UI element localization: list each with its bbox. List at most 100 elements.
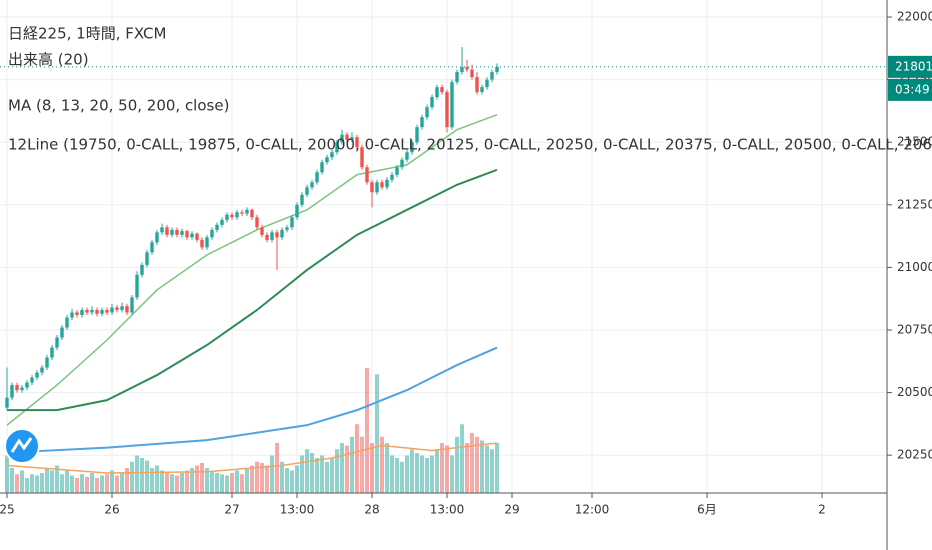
volume-bar <box>55 465 59 493</box>
ma-line <box>6 113 498 426</box>
candle-body <box>305 187 309 195</box>
volume-bar <box>250 465 254 493</box>
volume-bar <box>110 470 114 493</box>
volume-bar <box>145 460 149 493</box>
candle-body <box>475 77 479 93</box>
candle-body <box>395 167 399 175</box>
candle-body <box>225 214 229 220</box>
candle-body <box>295 204 299 218</box>
volume-bar <box>400 461 404 493</box>
candle-body <box>425 107 429 118</box>
volume-bar <box>90 473 94 493</box>
axes: 2025020500207502100021250215002175022000… <box>0 10 932 517</box>
y-tick-label: 21250 <box>897 197 932 211</box>
candle-body <box>100 309 104 314</box>
y-tick-label: 20500 <box>897 385 932 399</box>
candle-body <box>205 237 209 248</box>
candle-body <box>5 397 9 408</box>
volume-bar <box>425 458 429 493</box>
candle-body <box>270 232 274 240</box>
volume-bar <box>225 475 229 493</box>
logo[interactable] <box>4 428 40 464</box>
volume-bar <box>180 473 184 493</box>
volume-bar <box>235 470 239 493</box>
volume-bar <box>100 475 104 493</box>
candle-body <box>80 309 84 315</box>
volume-bar <box>5 455 9 493</box>
candle-body <box>280 229 284 238</box>
y-tick-label: 20250 <box>897 448 932 462</box>
x-tick-label: 28 <box>364 503 379 517</box>
candle-body <box>95 309 99 314</box>
candle-body <box>170 229 174 235</box>
y-tick-label: 22000 <box>897 10 932 24</box>
ma-line <box>6 442 498 474</box>
volume-bar <box>205 468 209 493</box>
volume-bar <box>190 468 194 493</box>
candle-body <box>350 137 354 140</box>
y-tick-label: 20750 <box>897 323 932 337</box>
volume-bar <box>310 453 314 493</box>
volume-bar <box>325 461 329 493</box>
candle-body <box>65 317 69 328</box>
volume-bar <box>160 470 164 493</box>
volume-bar <box>485 445 489 493</box>
candle-body <box>200 239 204 248</box>
volume-bar <box>320 455 324 493</box>
logo-icon <box>10 437 33 453</box>
volume-bar <box>415 453 419 493</box>
candle-body <box>265 234 269 240</box>
candle-body <box>90 309 94 313</box>
candle-body <box>230 214 234 218</box>
ma-line <box>6 346 498 454</box>
volume-bar <box>60 474 64 493</box>
volume-bar <box>370 443 374 493</box>
volume-bar <box>10 468 14 493</box>
candle-body <box>290 217 294 228</box>
volume-bar <box>350 436 354 493</box>
candle-body <box>215 224 219 230</box>
candle-body <box>365 167 369 183</box>
candle-body <box>465 67 469 70</box>
volume-bar <box>385 443 389 493</box>
candle-body <box>360 147 364 168</box>
volume-bar <box>275 443 279 493</box>
candle-body <box>155 232 159 243</box>
indicator-label: MA (8, 13, 20, 50, 200, close) <box>8 97 229 115</box>
candle-body <box>25 382 29 388</box>
candle-body <box>30 377 34 383</box>
candle-body <box>150 242 154 253</box>
countdown-box <box>888 78 932 101</box>
volume-bar <box>150 468 154 493</box>
volume-bar <box>230 473 234 493</box>
candle-body <box>315 172 319 183</box>
candle-body <box>45 357 49 368</box>
candles <box>5 47 499 411</box>
candle-body <box>105 309 109 313</box>
candle-body <box>335 142 339 153</box>
x-tick-label: 29 <box>504 503 519 517</box>
volume-bar <box>435 449 439 493</box>
candle-body <box>445 92 449 128</box>
volume-bar <box>175 475 179 493</box>
volume-bar <box>495 443 499 493</box>
volume-bar <box>340 443 344 493</box>
volume-bar <box>140 458 144 493</box>
x-tick-label: 12:00 <box>575 503 610 517</box>
candle-body <box>165 227 169 235</box>
volume-bar <box>380 436 384 493</box>
candle-body <box>250 209 254 218</box>
candle-body <box>405 152 409 160</box>
volume-bar <box>480 440 484 493</box>
candle-body <box>455 72 459 83</box>
volume-pane <box>5 368 499 493</box>
candle-body <box>75 312 79 315</box>
volume-bar <box>165 473 169 493</box>
candle-body <box>185 231 189 238</box>
volume-bar <box>460 424 464 493</box>
candle-body <box>370 182 374 193</box>
volume-bar <box>315 458 319 493</box>
volume-bar <box>330 458 334 493</box>
candle-body <box>340 134 344 143</box>
volume-bar <box>95 478 99 493</box>
